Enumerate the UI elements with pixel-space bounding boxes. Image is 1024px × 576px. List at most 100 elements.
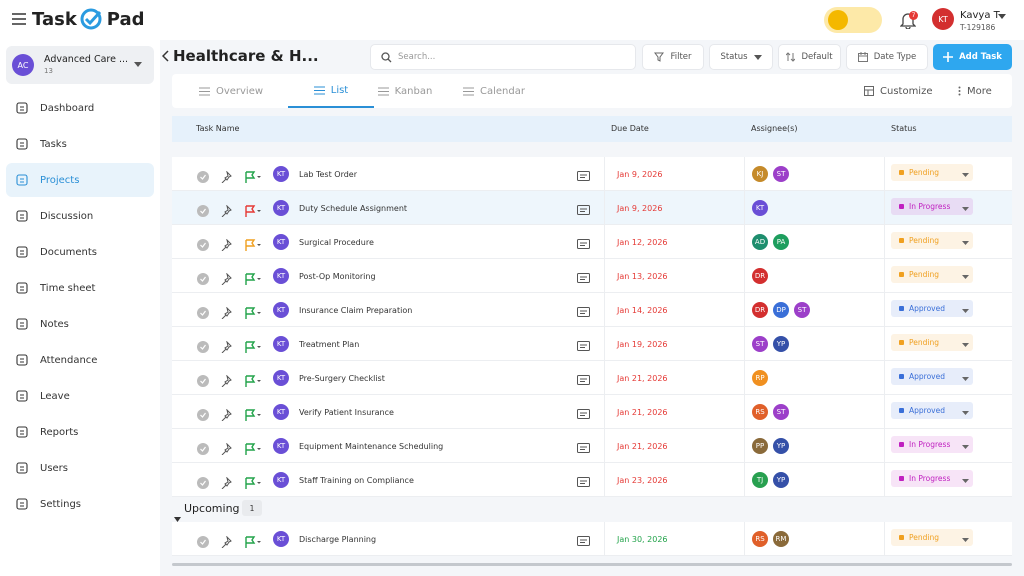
back-icon[interactable] — [162, 50, 170, 62]
status-dropdown[interactable]: Pending — [891, 232, 973, 249]
status-dropdown[interactable]: In Progress — [891, 470, 973, 487]
divider — [884, 259, 885, 293]
nav-item[interactable]: Tasks — [6, 127, 154, 161]
nav-item[interactable]: Projects — [6, 163, 154, 197]
assignee-avatar: RS — [752, 531, 768, 547]
pin-icon — [220, 202, 232, 221]
assignee-avatar: ST — [773, 166, 789, 182]
nav-item[interactable]: Documents — [6, 235, 154, 269]
complete-icon — [197, 474, 209, 493]
logo-text: Task — [32, 9, 77, 30]
status-dropdown[interactable]: Approved — [891, 402, 973, 419]
nav-item[interactable]: Time sheet — [6, 271, 154, 305]
divider — [884, 522, 885, 556]
status-dropdown[interactable]: In Progress — [891, 436, 973, 453]
task-row[interactable]: KTStaff Training on ComplianceJan 23, 20… — [172, 463, 1012, 497]
status-dot — [899, 272, 904, 277]
task-row[interactable]: KTTreatment PlanJan 19, 2026STYPPending — [172, 327, 1012, 361]
status-dropdown[interactable]: Approved — [891, 300, 973, 317]
nav-item[interactable]: Discussion — [6, 199, 154, 233]
nav-item[interactable]: Settings — [6, 487, 154, 521]
task-name: Lab Test Order — [299, 157, 357, 191]
search-box[interactable]: Search... — [370, 44, 636, 70]
status-label: Pending — [909, 168, 939, 177]
task-row[interactable]: KTDuty Schedule AssignmentJan 9, 2026KTI… — [172, 191, 1012, 225]
task-row[interactable]: KTDischarge PlanningJan 30, 2026RSRMPend… — [172, 522, 1012, 556]
sort-button[interactable]: Default — [778, 44, 841, 70]
task-row[interactable]: KTVerify Patient InsuranceJan 21, 2026RS… — [172, 395, 1012, 429]
button-label: Filter — [670, 52, 691, 62]
date-type-button[interactable]: Date Type — [846, 44, 928, 70]
add-task-button[interactable]: Add Task — [933, 44, 1012, 70]
status-dropdown[interactable]: Pending — [891, 164, 973, 181]
priority-flag — [244, 533, 262, 552]
divider — [744, 259, 745, 293]
column-header: Task Name — [196, 124, 239, 133]
task-row[interactable]: KTSurgical ProcedureJan 12, 2026ADPAPend… — [172, 225, 1012, 259]
view-tab[interactable]: Overview — [188, 74, 274, 108]
assignee-avatar: RP — [752, 370, 768, 386]
status-dropdown[interactable]: Pending — [891, 529, 973, 546]
task-row[interactable]: KTPre-Surgery ChecklistJan 21, 2026RPApp… — [172, 361, 1012, 395]
divider — [884, 361, 885, 395]
assignee-avatar: AD — [752, 234, 768, 250]
divider — [884, 293, 885, 327]
status-label: Approved — [909, 372, 945, 381]
assignee-avatar: PP — [752, 438, 768, 454]
divider — [604, 463, 605, 497]
nav-item[interactable]: Notes — [6, 307, 154, 341]
comment-icon — [577, 440, 590, 459]
status-dot — [899, 306, 904, 311]
filter-button[interactable]: Filter — [642, 44, 704, 70]
group-name: Upcoming — [184, 502, 240, 515]
user-avatar[interactable]: KT — [932, 8, 954, 30]
notification-badge: 7 — [909, 11, 918, 20]
task-name: Discharge Planning — [299, 522, 376, 556]
pin-icon — [220, 440, 232, 459]
nav-label: Discussion — [40, 211, 93, 222]
status-dot — [899, 442, 904, 447]
logo: Task Pad — [32, 8, 145, 30]
view-tab[interactable]: Calendar — [454, 74, 534, 108]
status-dropdown[interactable]: In Progress — [891, 198, 973, 215]
nav-item[interactable]: Reports — [6, 415, 154, 449]
view-tab[interactable]: Kanban — [366, 74, 444, 108]
divider — [604, 293, 605, 327]
divider — [744, 157, 745, 191]
assignee-avatar: DR — [752, 302, 768, 318]
comment-icon — [577, 270, 590, 289]
complete-icon — [197, 304, 209, 323]
status-dropdown[interactable]: Pending — [891, 334, 973, 351]
tab-label: Kanban — [395, 86, 433, 97]
nav-item[interactable]: Users — [6, 451, 154, 485]
scrollbar — [172, 563, 1012, 566]
project-title: Healthcare & H... — [173, 47, 319, 65]
task-row[interactable]: KTEquipment Maintenance SchedulingJan 21… — [172, 429, 1012, 463]
status-dropdown[interactable]: Pending — [891, 266, 973, 283]
complete-icon — [197, 338, 209, 357]
nav-item[interactable]: Leave — [6, 379, 154, 413]
status-dropdown[interactable]: Status — [709, 44, 773, 70]
theme-toggle[interactable] — [824, 7, 882, 33]
status-caret — [962, 340, 969, 349]
user-caret[interactable] — [998, 14, 1006, 20]
task-row[interactable]: KTLab Test OrderJan 9, 2026KJSTPending — [172, 157, 1012, 191]
priority-flag — [244, 440, 262, 459]
workspace-selector[interactable]: AC Advanced Care ... 13 — [6, 46, 154, 84]
complete-icon — [197, 406, 209, 425]
divider — [884, 429, 885, 463]
more-button[interactable]: More — [958, 76, 992, 106]
due-date: Jan 21, 2026 — [617, 395, 668, 429]
status-label: In Progress — [909, 440, 950, 449]
assignee-avatar: YP — [773, 472, 789, 488]
task-name: Verify Patient Insurance — [299, 395, 394, 429]
menu-icon[interactable] — [12, 13, 26, 25]
nav-item[interactable]: Dashboard — [6, 91, 154, 125]
task-row[interactable]: KTInsurance Claim PreparationJan 14, 202… — [172, 293, 1012, 327]
task-row[interactable]: KTPost-Op MonitoringJan 13, 2026DRPendin… — [172, 259, 1012, 293]
customize-button[interactable]: Customize — [864, 76, 933, 106]
view-tab[interactable]: List — [288, 74, 374, 108]
nav-item[interactable]: Attendance — [6, 343, 154, 377]
status-dropdown[interactable]: Approved — [891, 368, 973, 385]
user-name: Kavya T — [960, 10, 1000, 21]
